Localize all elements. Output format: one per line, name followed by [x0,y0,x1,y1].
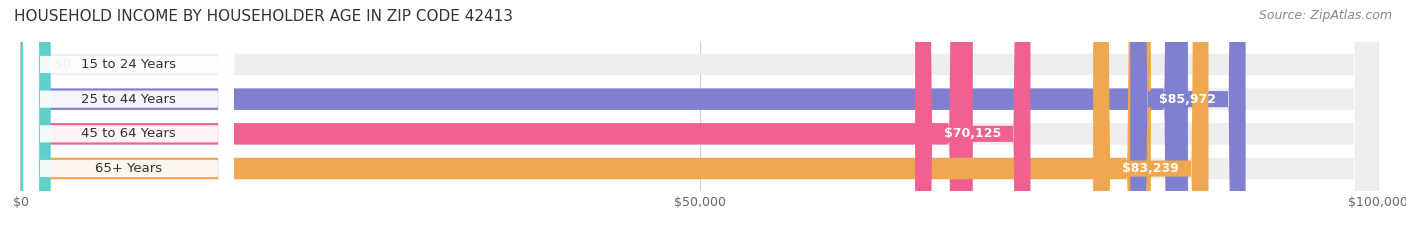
FancyBboxPatch shape [24,0,233,233]
Text: 45 to 64 Years: 45 to 64 Years [82,127,176,140]
FancyBboxPatch shape [24,0,233,233]
Text: $85,972: $85,972 [1160,93,1216,106]
Text: 65+ Years: 65+ Years [96,162,162,175]
Text: HOUSEHOLD INCOME BY HOUSEHOLDER AGE IN ZIP CODE 42413: HOUSEHOLD INCOME BY HOUSEHOLDER AGE IN Z… [14,9,513,24]
Text: 25 to 44 Years: 25 to 44 Years [82,93,176,106]
FancyBboxPatch shape [21,0,1188,233]
Text: Source: ZipAtlas.com: Source: ZipAtlas.com [1258,9,1392,22]
Text: 15 to 24 Years: 15 to 24 Years [82,58,176,71]
FancyBboxPatch shape [24,0,233,233]
FancyBboxPatch shape [21,0,1378,233]
FancyBboxPatch shape [1130,0,1246,233]
FancyBboxPatch shape [915,0,1031,233]
FancyBboxPatch shape [21,0,973,233]
FancyBboxPatch shape [21,0,1378,233]
Text: $70,125: $70,125 [945,127,1001,140]
FancyBboxPatch shape [21,0,1152,233]
Text: $0: $0 [55,58,70,71]
FancyBboxPatch shape [21,0,1378,233]
Text: $83,239: $83,239 [1122,162,1180,175]
FancyBboxPatch shape [24,0,233,233]
FancyBboxPatch shape [1092,0,1209,233]
FancyBboxPatch shape [21,0,1378,233]
FancyBboxPatch shape [21,0,51,233]
